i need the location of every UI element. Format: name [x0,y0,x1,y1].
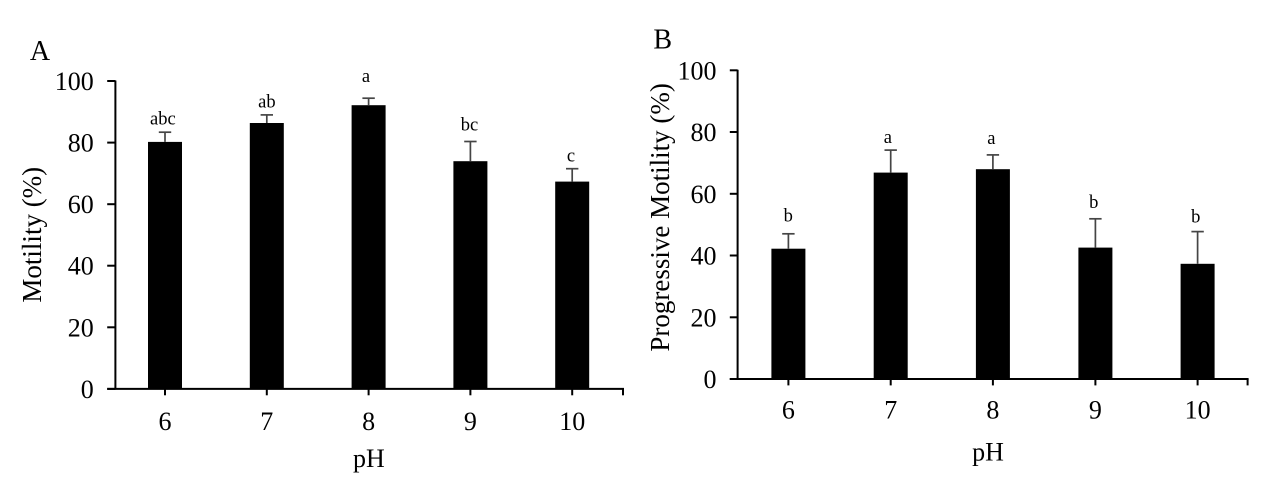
svg-text:60: 60 [68,190,94,219]
svg-text:10: 10 [1185,395,1211,424]
svg-text:b: b [1191,208,1200,228]
svg-text:9: 9 [1089,395,1102,424]
svg-text:b: b [1089,193,1098,213]
svg-text:80: 80 [68,129,94,158]
svg-text:a: a [362,67,370,87]
svg-text:10: 10 [559,407,585,436]
svg-text:0: 0 [81,375,94,404]
svg-text:20: 20 [68,313,94,342]
svg-text:a: a [884,128,892,148]
svg-text:60: 60 [691,180,717,209]
svg-text:8: 8 [986,395,999,424]
svg-text:80: 80 [691,118,717,147]
svg-text:pH: pH [972,437,1004,466]
svg-text:0: 0 [704,365,717,394]
svg-text:abc: abc [150,110,176,130]
svg-text:Motility (%): Motility (%) [17,167,47,303]
svg-text:pH: pH [353,444,385,473]
svg-text:40: 40 [68,252,94,281]
svg-text:40: 40 [691,242,717,271]
svg-text:Progressive Motility (%): Progressive Motility (%) [645,83,675,351]
svg-text:ab: ab [258,93,275,113]
svg-text:100: 100 [678,56,717,85]
svg-text:9: 9 [464,407,477,436]
svg-text:20: 20 [691,303,717,332]
svg-text:A: A [30,36,51,67]
svg-text:7: 7 [260,407,273,436]
svg-text:100: 100 [55,67,94,96]
svg-text:b: b [784,207,793,227]
svg-text:7: 7 [884,395,897,424]
svg-text:6: 6 [159,407,172,436]
svg-text:B: B [653,25,672,56]
svg-text:6: 6 [782,395,795,424]
svg-text:bc: bc [461,116,478,136]
svg-text:c: c [567,147,575,167]
svg-text:a: a [987,129,995,149]
svg-text:8: 8 [362,407,375,436]
